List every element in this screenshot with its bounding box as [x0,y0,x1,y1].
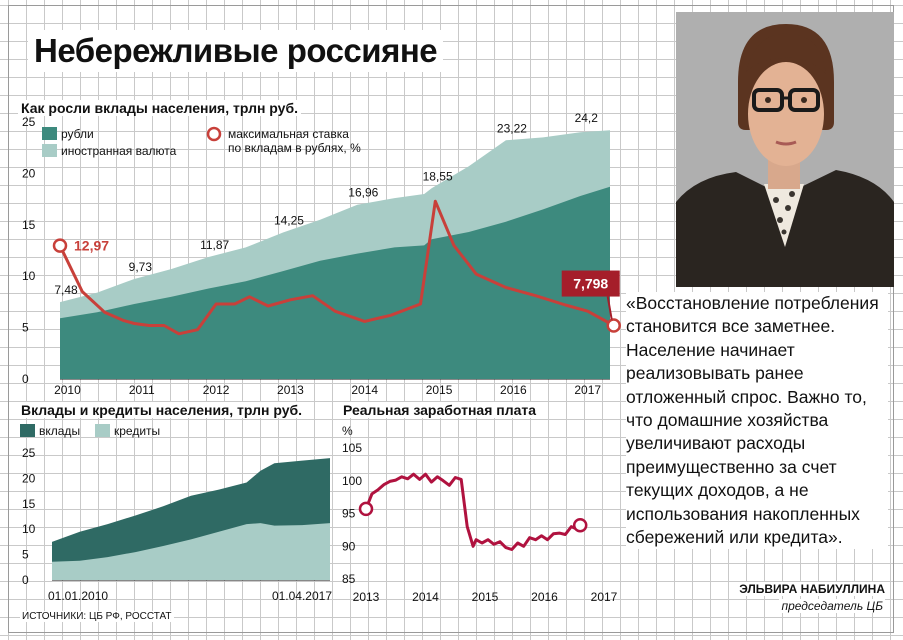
chart2-ytick: 15 [22,497,36,511]
chart3-xtick: 2014 [412,590,439,604]
author-name: ЭЛЬВИРА НАБИУЛЛИНА [737,582,887,596]
chart2-ytick: 20 [22,471,36,485]
legend-rubles-swatch [42,127,57,140]
real-wage-line [364,472,582,551]
chart2-ytick: 25 [22,446,36,460]
chart1-xtick: 2017 [574,383,601,397]
chart3-ylabel: % [342,424,353,438]
chart1-ytick: 20 [22,166,36,180]
chart2-title: Вклады и кредиты населения, трлн руб. [18,402,306,418]
deposit-value-label: 24,2 [575,111,599,125]
chart1-xtick: 2013 [277,383,304,397]
chart3-ytick: 95 [342,507,356,521]
real-wage-last-point [572,518,588,533]
chart2-legend: вклады кредиты [20,424,160,438]
legend-foreign-swatch [42,144,57,157]
legend-rate-label: максимальная ставка по вкладам в рублях,… [228,127,361,155]
speaker-portrait [676,12,894,287]
legend-deposits-label: вклады [39,424,80,438]
rate-last-label-box [561,270,620,297]
chart1-xtick: 2015 [426,383,453,397]
chart1-legend: рубли иностранная валюта максимальная ст… [42,126,361,158]
rate-line [58,199,615,336]
real-wage-first-point [358,501,374,517]
deposit-value-label: 23,22 [497,121,527,135]
deposit-value-label: 9,73 [129,260,153,274]
chart1-xtick: 2012 [203,383,230,397]
deposit-value-label: 7,48 [54,283,78,297]
chart2-ytick: 10 [22,522,36,536]
legend-credits-swatch [95,424,110,437]
chart1-xtick: 2016 [500,383,527,397]
author-role: председатель ЦБ [779,599,885,613]
page-frame [8,5,894,633]
chart1-ytick: 25 [22,115,36,129]
chart3-xtick: 2015 [472,590,499,604]
deposit-value-label: 16,96 [348,186,378,200]
chart1-ytick: 10 [22,269,36,283]
legend-rubles-label: рубли [61,127,94,141]
chart1-ytick: 5 [22,321,29,335]
chart3-title: Реальная заработная плата [340,402,540,418]
rate-last-label-pointer [606,296,613,320]
chart3-ytick: 90 [342,539,356,553]
deposit-value-label: 11,87 [200,238,229,252]
legend-foreign-label: иностранная валюта [61,144,177,158]
chart3-xtick: 2016 [531,590,558,604]
chart3-xtick: 2017 [591,590,618,604]
chart1-xtick: 2010 [54,383,81,397]
sources-note: ИСТОЧНИКИ: ЦБ РФ, РОССТАТ [20,611,174,622]
chart1-ytick: 0 [22,372,29,386]
legend-rate-marker [206,126,222,142]
chart2-xlabel-end: 01.04.2017 [272,589,332,603]
credits-area [52,523,330,580]
chart2-xlabel-start: 01.01.2010 [48,589,108,603]
rate-last-point [606,318,621,333]
chart3-ytick: 105 [342,441,362,455]
chart2-ytick: 5 [22,548,29,562]
chart3-ytick: 100 [342,474,362,488]
deposit-value-label: 14,25 [274,214,304,228]
rate-last-label: 7,798 [573,276,608,292]
chart3-ytick: 85 [342,572,356,586]
chart1-xtick: 2014 [351,383,378,397]
chart1-ytick: 15 [22,218,36,232]
legend-deposits-swatch [20,424,35,437]
chart2-ytick: 0 [22,573,29,587]
chart3-xtick: 2013 [353,590,380,604]
chart1-title: Как росли вклады населения, трлн руб. [18,100,301,116]
rate-first-point [52,238,68,253]
chart1-xtick: 2011 [129,383,155,397]
legend-credits-label: кредиты [114,424,160,438]
deposit-value-label: 18,55 [423,169,453,183]
rate-first-label: 12,97 [74,238,109,254]
quote-text: «Восстановление потребления становится в… [626,292,888,550]
main-title: Небережливые россияне [28,30,444,72]
